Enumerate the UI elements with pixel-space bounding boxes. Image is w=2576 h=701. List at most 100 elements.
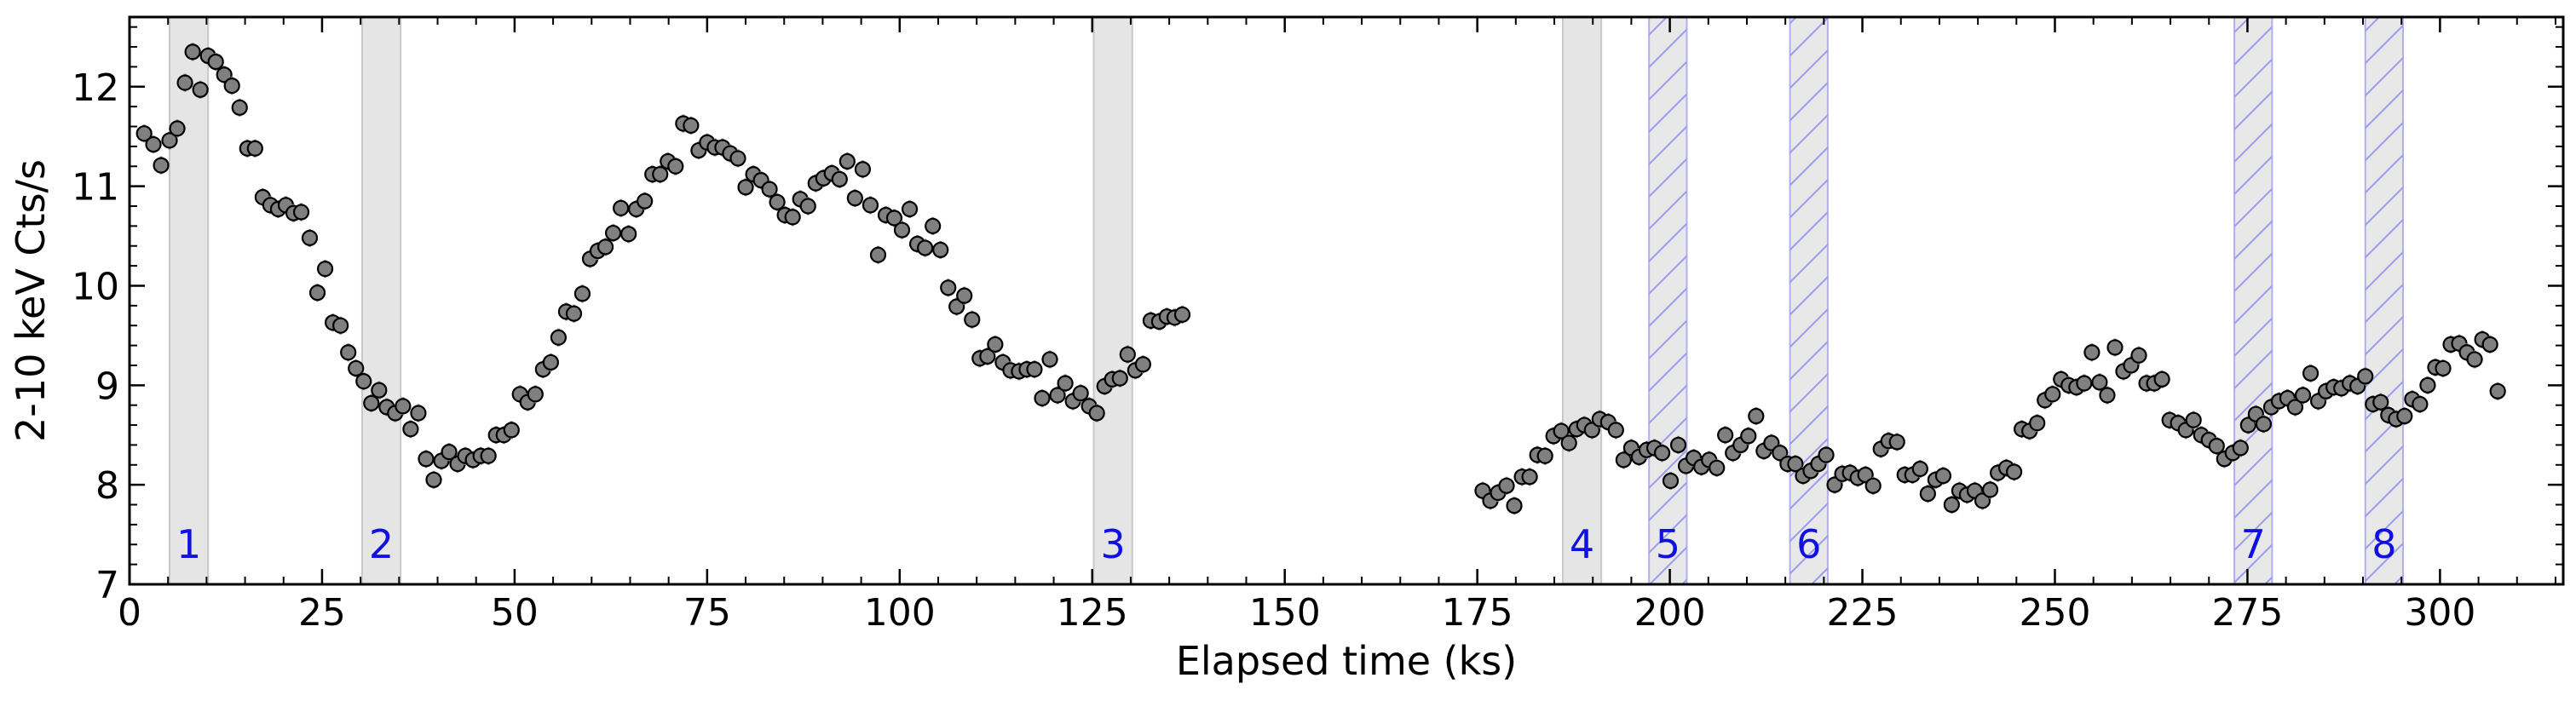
interval-label-4: 4 [1570,521,1594,567]
data-point [2232,440,2249,457]
data-point [176,74,193,91]
data-point [1111,370,1128,387]
data-point [169,120,186,137]
data-point [940,279,957,296]
data-point [1041,351,1058,368]
data-point [1560,434,1577,451]
data-point [1536,447,1553,464]
data-point [737,179,754,196]
interval-label-3: 3 [1101,521,1126,567]
data-point [1772,445,1789,462]
data-point [2005,463,2023,480]
data-point [2481,336,2498,353]
data-point [979,348,996,365]
axes: 0 25 50 75 100 125 150 175 200 225 250 275 300789101… [72,15,2565,635]
data-point [2396,407,2413,425]
data-point [1826,476,1843,493]
y-axis-label: 2-10 keV Cts/s [8,159,54,442]
data-point [2412,395,2429,413]
data-point [2208,437,2225,455]
data-point [153,157,170,174]
interval-band-3 [1092,16,1133,585]
data-point [1119,346,1136,363]
data-point [1653,445,1671,462]
data-point [355,373,372,390]
data-point [729,150,746,167]
data-point [1888,434,1905,451]
data-point [1088,405,1105,422]
data-point [885,210,903,227]
data-point [207,53,224,71]
interval-band-2 [360,16,402,585]
data-point [480,447,497,464]
interval-hatch-7 [2234,17,2273,584]
data-point [769,193,786,210]
data-point [145,135,162,153]
data-point [1057,375,1074,392]
data-point [216,66,233,83]
data-point [667,158,684,175]
data-point [1553,422,1570,440]
data-point [862,197,879,214]
interval-band-4 [1561,16,1603,585]
data-point [964,311,981,328]
data-point [2091,374,2108,391]
data-point [948,298,965,315]
data-point [1740,428,1757,445]
data-point [2435,359,2452,377]
y-tick-label: 7 [95,564,119,607]
y-tick-label: 12 [72,66,119,110]
data-point [1583,422,1600,439]
data-point [987,336,1004,353]
data-point [332,317,349,334]
data-point [637,192,654,210]
data-point [1034,389,1051,407]
data-point [135,125,153,142]
data-point [799,198,816,215]
interval-label-5: 5 [1656,521,1680,567]
data-point [1669,436,1687,454]
data-point [2372,394,2389,411]
data-point [917,239,934,256]
x-tick-label: 0 [118,591,141,635]
data-point [1026,361,1043,378]
data-point [2239,417,2256,434]
data-point [784,209,801,226]
data-point [308,284,326,302]
x-tick-label: 225 [1827,591,1899,635]
data-point [2076,375,2093,392]
data-point [348,359,365,377]
x-axis-label: Elapsed time (ks) [1176,638,1517,684]
data-point [932,241,949,259]
data-point [2294,387,2312,404]
data-point [2357,368,2374,385]
data-point [1506,497,1523,514]
data-point [527,386,544,403]
data-point [2286,399,2304,416]
interval-label-6: 6 [1796,521,1821,567]
data-point [901,200,919,218]
x-tick-label: 150 [1249,591,1321,635]
data-point [893,221,911,238]
data-point [1607,422,1624,439]
data-point [316,261,334,278]
data-point [604,224,622,242]
interval-label-1: 1 [176,521,201,567]
data-point [192,81,209,98]
data-point [2044,386,2061,403]
interval-hatch-5 [1649,17,1687,584]
x-tick-label: 75 [683,591,731,635]
y-tick-label: 8 [95,464,119,508]
data-point [1173,306,1191,323]
data-point [613,199,630,216]
data-point [1072,385,1089,402]
data-point [231,99,248,116]
data-point [2153,371,2170,388]
data-point [425,471,442,488]
data-point [1615,451,1632,468]
data-point [161,132,178,149]
data-point [301,229,319,246]
data-point [1857,466,1874,484]
interval-label-8: 8 [2371,521,2396,567]
